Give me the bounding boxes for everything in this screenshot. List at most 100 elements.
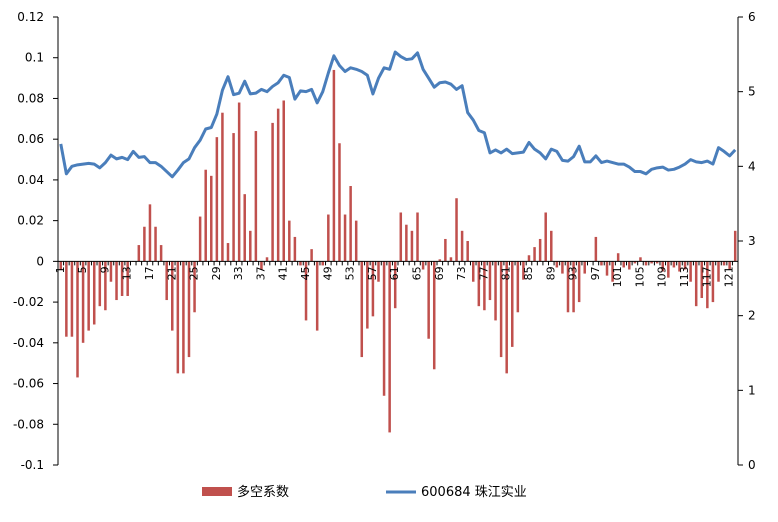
bar [416,212,419,262]
bar [477,261,481,307]
legend-label-bars: 多空系数 [237,484,289,500]
bar [304,261,308,321]
bar [382,261,386,396]
x-tick-label: 25 [188,266,201,280]
bar [338,143,341,262]
bar [176,261,180,374]
y-left-tick-label: 0.06 [17,132,44,146]
x-tick-label: 89 [544,266,557,280]
bar [555,261,559,268]
bar-series [59,69,737,433]
bar [154,226,157,262]
bar [276,108,280,262]
bar [115,261,118,301]
bar [538,238,542,262]
bar [243,194,246,262]
bar [544,212,547,262]
x-tick-label: 85 [522,266,535,280]
bar [232,133,235,262]
bar [483,261,486,311]
bar [444,238,447,262]
bar [633,261,637,264]
bar [293,236,297,262]
bar [271,122,274,262]
bar [622,261,625,268]
bar [226,243,230,262]
bar [639,257,642,262]
x-tick-label: 121 [723,266,736,287]
tick-labels: -0.1 -0.08 -0.06 -0.04 -0.02 0 0.02 0.04 0.06 0.0… [13,10,756,472]
bar [432,261,436,370]
bar [728,261,731,270]
bar [689,261,692,282]
x-tick-label: 41 [277,266,290,280]
bar [650,261,653,264]
legend: 多空系数 600684 珠江实业 [202,484,527,500]
y-left-tick-label: -0.1 [21,458,44,472]
bar [148,204,152,262]
x-tick-label: 65 [411,266,424,280]
x-tick-label: 1 [54,266,67,273]
x-tick-label: 113 [678,266,691,287]
y-left-tick-label: -0.06 [13,377,44,391]
x-tick-label: 109 [656,266,669,287]
bar [594,236,598,262]
bar [471,261,475,282]
bar [187,261,191,358]
bar [449,257,453,262]
bar [104,261,107,311]
y-right-tick-label: 6 [748,10,756,24]
x-tick-label: 117 [700,266,713,287]
bar [215,137,219,262]
bar [354,220,358,262]
bar [260,261,263,270]
y-right-tick-label: 3 [748,234,756,248]
price-line [59,50,737,179]
bar [343,214,347,262]
bar [265,257,269,262]
bar [733,230,737,262]
bar [360,261,364,358]
y-left-tick-label: -0.04 [13,336,44,350]
bar [717,261,720,282]
bar [143,226,146,262]
bar [332,69,336,262]
y-left-tick-label: 0.04 [17,173,44,187]
bar [70,261,74,337]
bar [421,261,425,270]
bar [577,261,581,303]
y-left-tick-label: 0.08 [17,91,44,105]
bar [488,261,492,301]
x-tick-label: 13 [121,266,134,280]
y-left-tick-label: -0.08 [13,417,44,431]
bar [349,186,352,262]
y-right-tick-label: 2 [748,309,756,323]
y-left-tick-label: -0.02 [13,295,44,309]
bar [171,261,174,331]
y-left-tick-label: 0.02 [17,214,44,228]
bar [137,245,141,262]
bar [706,261,709,309]
x-tick-label: 29 [210,266,223,280]
bar [299,261,302,266]
x-tick-label: 9 [98,266,111,273]
x-tick-label: 105 [633,266,646,287]
bar [120,261,124,296]
bar [566,261,570,313]
bar [377,261,380,282]
bar [254,131,258,262]
y-right-tick-label: 5 [748,85,756,99]
bar [572,261,575,313]
x-tick-label: 61 [388,266,401,280]
bar [92,261,96,325]
bar [221,112,224,262]
bar [371,261,375,317]
bar [683,261,687,270]
y-right-tick-label: 0 [748,458,756,472]
bar [672,261,676,268]
bar [527,255,531,262]
bar [249,230,252,262]
bar [282,100,285,262]
x-tick-label: 77 [477,266,490,280]
